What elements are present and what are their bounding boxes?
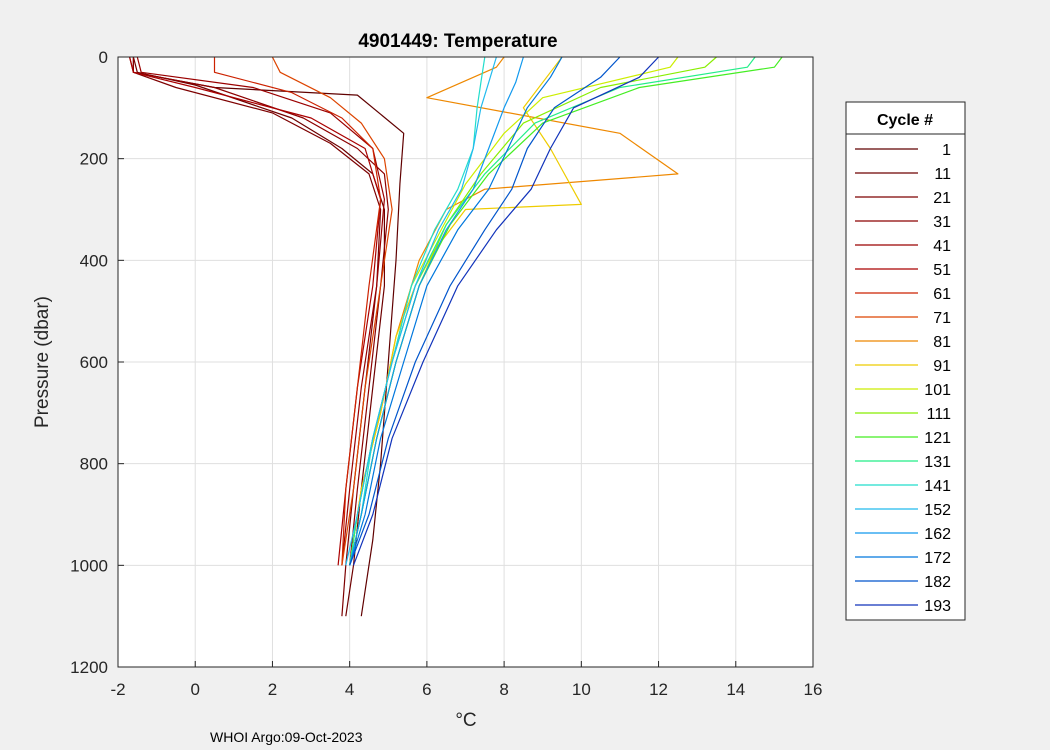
x-tick-label: 6 [422,680,431,699]
series-line-cycle-61 [213,57,382,566]
legend-entry-label: 182 [924,574,951,591]
legend-entry-label: 1 [942,142,951,159]
legend-entry-label: 51 [933,262,951,279]
x-tick-label: 10 [572,680,591,699]
legend-entry-label: 11 [934,166,951,183]
legend-entry-label: 41 [933,238,951,255]
x-tick-label: 12 [649,680,668,699]
x-tick-label: 14 [726,680,745,699]
legend-title: Cycle # [877,112,933,129]
legend-entry-label: 172 [924,550,951,567]
x-tick-label: 16 [804,680,823,699]
legend-entry-label: 91 [933,358,951,375]
legend-entry-label: 101 [924,382,951,399]
x-tick-label: 8 [499,680,508,699]
series-line-cycle-71 [271,56,393,566]
x-tick-label: 2 [268,680,277,699]
legend-entry-label: 152 [924,502,951,519]
legend-entry-label: 111 [927,406,951,423]
legend-entry-label: 21 [933,190,951,207]
y-axis-label: Pressure (dbar) [32,296,53,428]
legend-entry-label: 162 [924,526,951,543]
y-tick-label: 1200 [70,658,108,677]
series-line-cycle-41 [136,56,385,566]
chart-title: 4901449: Temperature [358,31,557,52]
series-layer [129,56,783,617]
y-tick-label: 600 [80,353,108,372]
y-tick-label: 800 [80,455,108,474]
legend-box [845,101,966,621]
legend-entries: 1112131415161718191101111121131141152162… [855,142,951,615]
series-line-cycle-162 [349,56,524,566]
legend-entry-label: 71 [933,310,951,327]
y-tick-label: 200 [80,150,108,169]
x-tick-labels: -2 0 2 4 6 8 10 12 14 16 [110,661,822,699]
series-line-cycle-172 [349,56,563,566]
legend-entry-label: 193 [924,598,951,615]
y-tick-labels: 0 200 400 600 800 1000 1200 [70,48,124,677]
footer-text: WHOI Argo:09-Oct-2023 [210,729,363,745]
series-line-cycle-193 [352,56,660,566]
series-line-cycle-31 [132,57,389,566]
series-line-cycle-91 [349,56,582,566]
series-line-cycle-182 [349,56,621,566]
y-tick-label: 0 [99,48,108,67]
legend-entry-label: 31 [933,214,951,231]
x-tick-label: 4 [345,680,354,699]
legend-entry-label: 81 [933,334,951,351]
legend-entry-label: 121 [924,430,951,447]
legend-entry-label: 131 [924,454,951,471]
y-tick-label: 1000 [70,556,108,575]
series-line-cycle-152 [345,56,497,566]
series-line-cycle-21 [129,56,382,617]
legend-entry-label: 61 [933,286,951,303]
legend: Cycle # 11121314151617181911011111211311… [845,101,966,621]
x-tick-label: 0 [190,680,199,699]
x-axis-label: °C [455,710,476,731]
x-tick-label: -2 [110,680,125,699]
legend-entry-label: 141 [924,478,951,495]
series-line-cycle-141 [349,56,486,566]
y-tick-label: 400 [80,251,108,270]
